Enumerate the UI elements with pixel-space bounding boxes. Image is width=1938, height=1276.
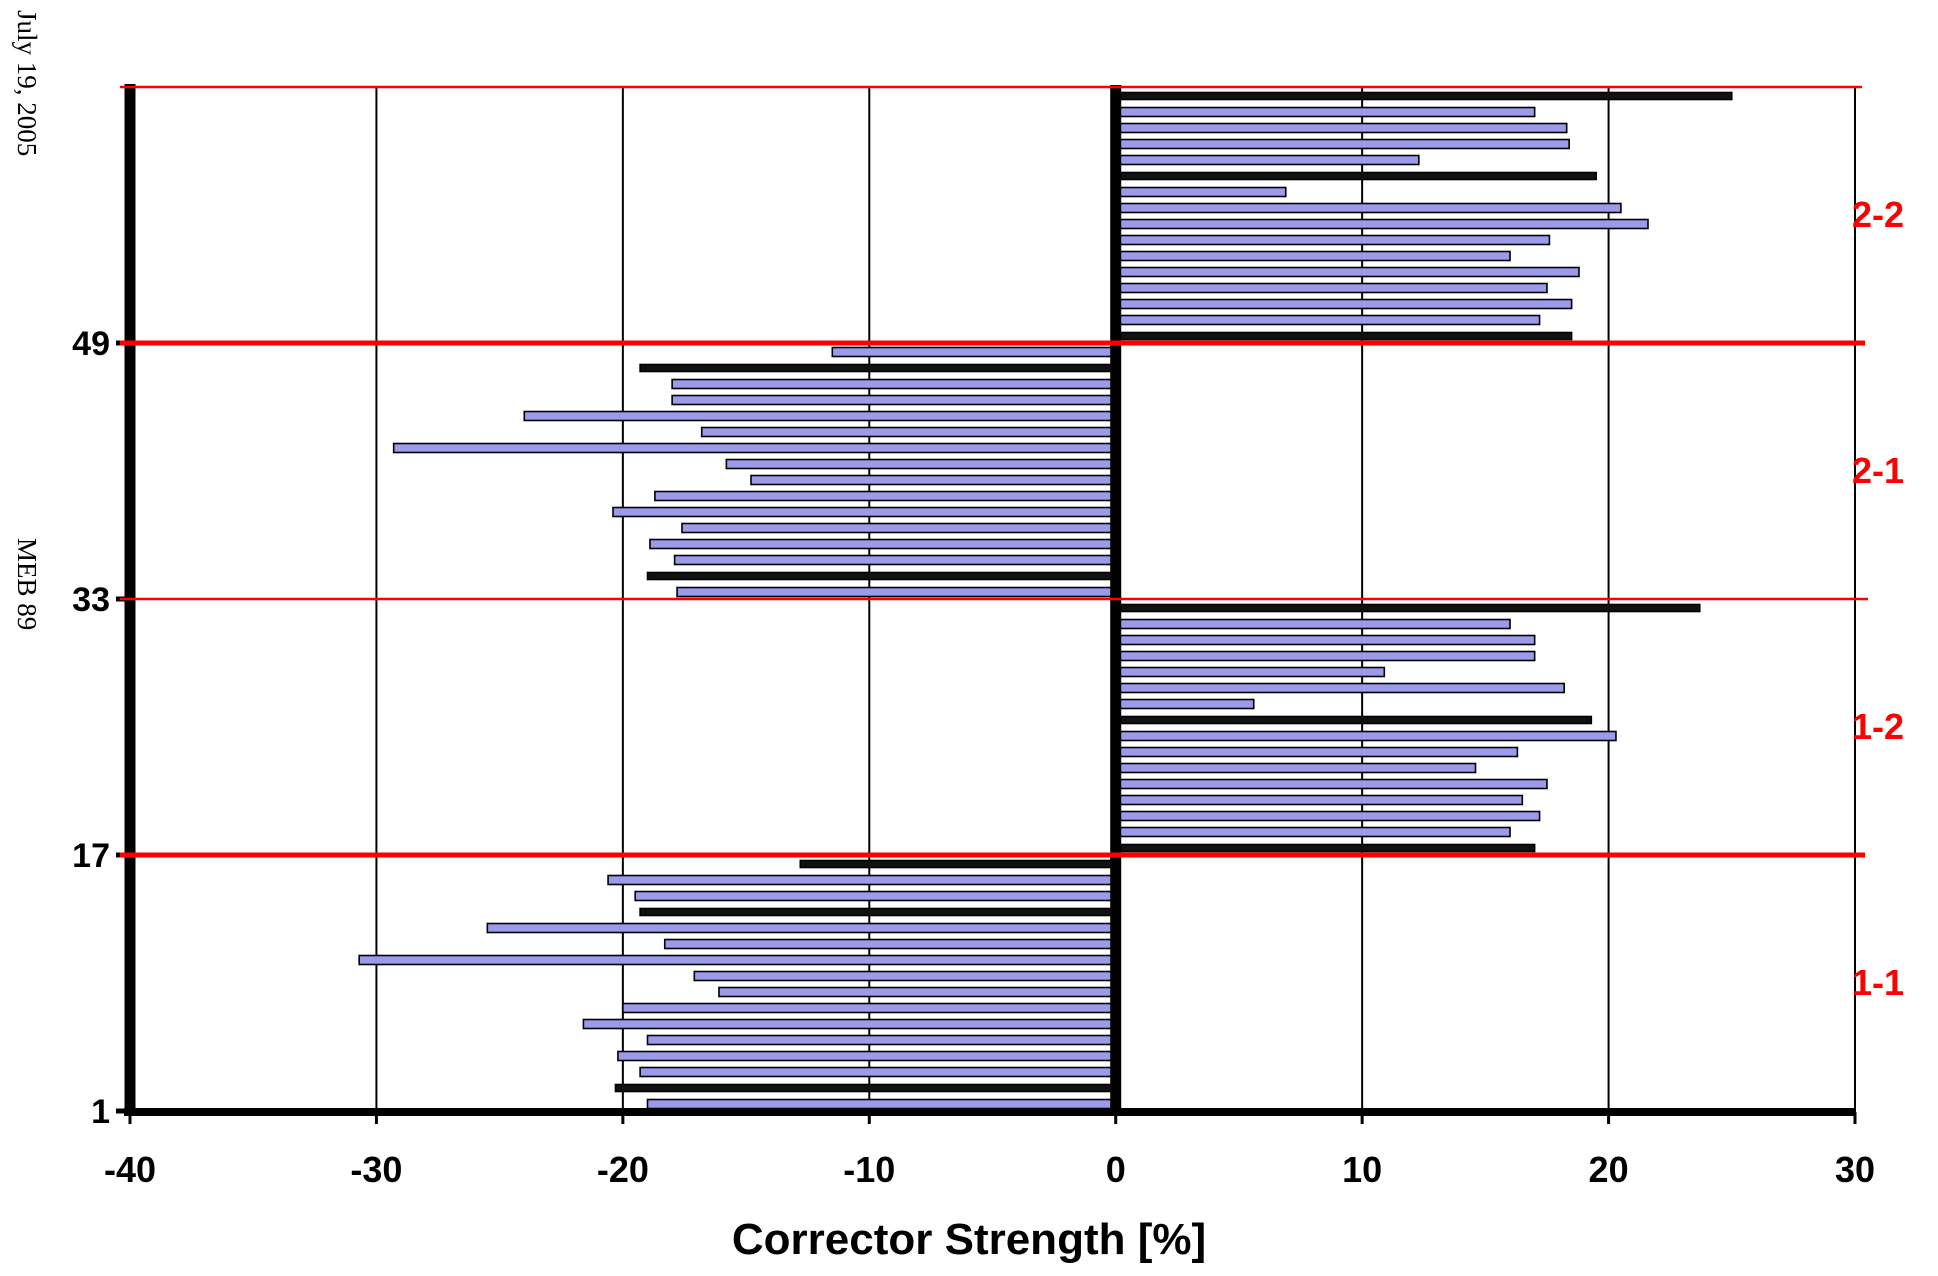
bar	[639, 1066, 1117, 1078]
bar	[582, 1018, 1117, 1030]
bar	[1114, 250, 1511, 262]
bar	[1114, 138, 1570, 150]
bar	[663, 938, 1117, 950]
document-id-label: MEB 89	[12, 538, 42, 631]
bars	[358, 91, 1733, 1110]
y-tick-label: 1	[91, 1093, 110, 1131]
bar	[646, 571, 1117, 581]
bar	[1114, 314, 1541, 326]
bar	[1114, 331, 1573, 341]
section-label: 2-2	[1852, 194, 1904, 235]
bar	[1114, 266, 1580, 278]
bar	[523, 410, 1117, 422]
bar	[649, 538, 1117, 550]
bar	[614, 1083, 1117, 1093]
bar	[1114, 762, 1477, 774]
x-tick-label: -30	[350, 1149, 402, 1190]
bar	[1114, 634, 1536, 646]
bar	[617, 1050, 1117, 1062]
bar	[1114, 603, 1701, 613]
bar	[1114, 810, 1541, 822]
date-label: July 19, 2005	[12, 10, 42, 157]
bar	[634, 890, 1117, 902]
section-lines	[120, 85, 1868, 858]
bar	[831, 346, 1117, 358]
bar	[622, 1002, 1117, 1014]
y-tick-label: 49	[72, 325, 110, 363]
bar	[1114, 202, 1622, 214]
section-label: 1-2	[1852, 706, 1904, 747]
bar	[673, 554, 1117, 566]
bar	[392, 442, 1117, 454]
bar	[1114, 715, 1593, 725]
bar	[1114, 730, 1617, 742]
x-tick-label: 10	[1342, 1149, 1382, 1190]
bar	[1114, 282, 1548, 294]
x-tick-label: 20	[1589, 1149, 1629, 1190]
bar	[1114, 298, 1573, 310]
bar	[1114, 826, 1511, 838]
bar	[718, 986, 1117, 998]
x-tick-label: -20	[597, 1149, 649, 1190]
bar	[799, 859, 1117, 869]
x-tick-label: -10	[843, 1149, 895, 1190]
tick-labels: -40 -30 -20 -10 0 10 20 30 1 17 33 49 1-1 1-2 2-1 2-2	[72, 194, 1904, 1190]
x-tick-label: 30	[1835, 1149, 1875, 1190]
y-tick-label: 33	[72, 581, 110, 619]
bar	[654, 490, 1117, 502]
bar	[676, 586, 1117, 598]
bar	[1114, 778, 1548, 790]
x-tick-label: -40	[104, 1149, 156, 1190]
bar	[1114, 171, 1598, 181]
bar	[1114, 106, 1536, 118]
bar	[646, 1098, 1117, 1110]
bar	[486, 922, 1117, 934]
bar	[1114, 122, 1568, 134]
bar	[750, 474, 1117, 486]
bar	[607, 874, 1117, 886]
bar	[700, 426, 1117, 438]
bar	[639, 907, 1117, 917]
bar	[1114, 746, 1519, 758]
bar	[358, 954, 1117, 966]
bar	[693, 970, 1117, 982]
section-label: 2-1	[1852, 450, 1904, 491]
bar	[1114, 682, 1566, 694]
section-label: 1-1	[1852, 962, 1904, 1003]
bar	[639, 363, 1117, 373]
bar	[612, 506, 1117, 518]
bar	[1114, 154, 1420, 166]
x-axis-label: Corrector Strength [%]	[731, 1215, 1207, 1264]
bar	[1114, 650, 1536, 662]
bar	[1114, 91, 1733, 101]
bar	[671, 378, 1117, 390]
bar	[1114, 666, 1386, 678]
bar	[671, 394, 1117, 406]
bar	[1114, 186, 1287, 198]
bar	[1114, 618, 1511, 630]
y-tick-label: 17	[72, 837, 110, 875]
bar	[725, 458, 1117, 470]
bar	[1114, 794, 1524, 806]
bar	[1114, 698, 1255, 710]
bar	[646, 1034, 1117, 1046]
bar	[681, 522, 1117, 534]
bar	[1114, 218, 1649, 230]
bar	[1114, 843, 1536, 853]
bar	[1114, 234, 1551, 246]
x-tick-label: 0	[1106, 1149, 1126, 1190]
